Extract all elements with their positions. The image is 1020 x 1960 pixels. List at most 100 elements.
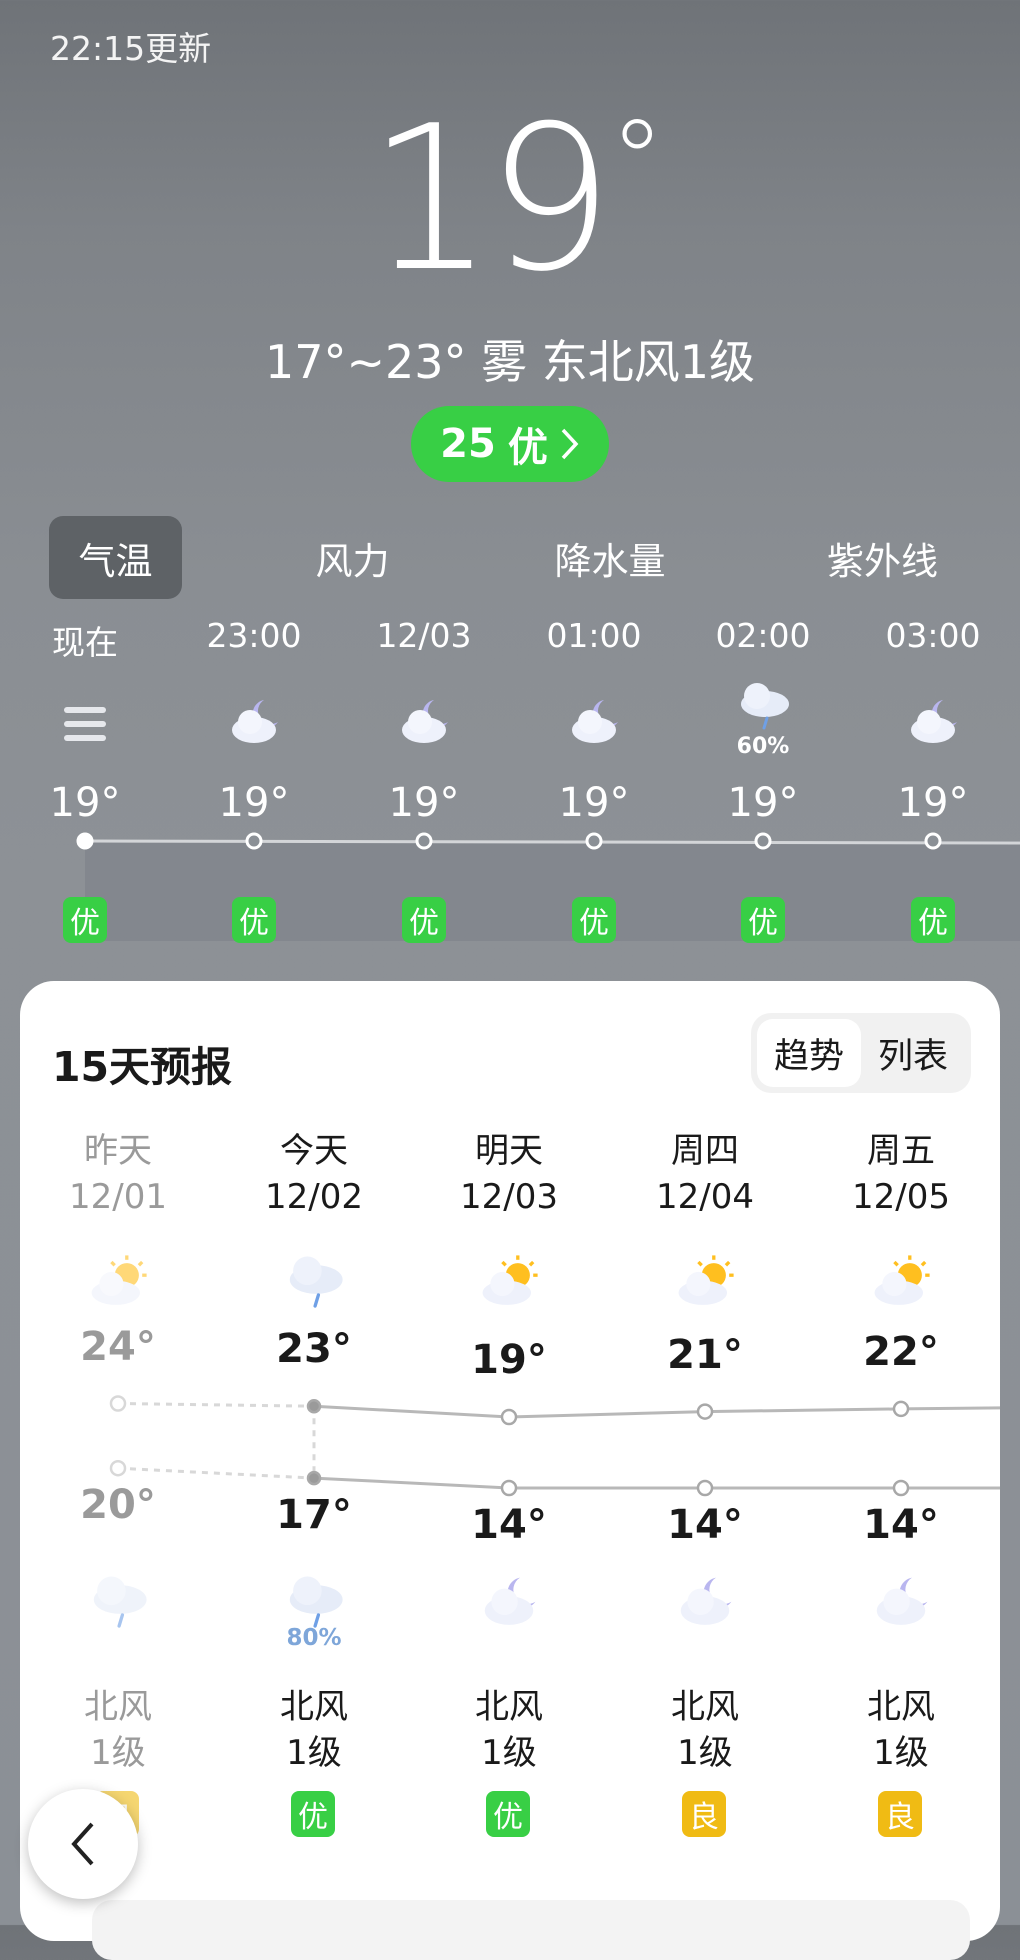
- hour-temp: 19°: [49, 780, 121, 826]
- day-name: 今天: [280, 1131, 348, 1171]
- day-low-temp: 20°: [80, 1482, 156, 1529]
- hour-temp-point: [245, 832, 263, 850]
- wind-direction: 北风: [475, 1687, 543, 1727]
- high-value: 24: [80, 1323, 136, 1370]
- hour-temp-point: [76, 832, 94, 850]
- low-temp-point: [109, 1459, 127, 1477]
- cloud-moon-icon: [232, 700, 278, 743]
- hour-label: 01:00: [546, 616, 642, 655]
- high-value: 19: [471, 1337, 527, 1383]
- wind-level: 1级: [677, 1733, 733, 1773]
- toggle-list[interactable]: 列表: [877, 1036, 948, 1077]
- cloud-moon-icon: [402, 700, 448, 743]
- day-high-temp: 19°: [471, 1337, 547, 1383]
- day-aqi-badge: 良: [878, 1791, 922, 1837]
- wind-level: 1级: [873, 1733, 929, 1773]
- tab-label: 气温: [78, 539, 153, 583]
- rain-cloud-icon: [93, 1576, 147, 1628]
- current-temperature: 19°: [0, 96, 1020, 330]
- high-temp-point: [696, 1403, 714, 1420]
- high-value: 23: [276, 1326, 332, 1373]
- chevron-right-icon: [561, 428, 579, 460]
- tab-temperature[interactable]: 气温: [49, 516, 182, 599]
- cloud-moon-icon: [876, 1577, 928, 1625]
- cloud-moon-icon: [484, 1577, 536, 1625]
- night-weather-icon: [476, 1571, 542, 1641]
- forecast-title: 15天预报: [52, 1043, 233, 1091]
- sun-cloud-icon: [874, 1255, 930, 1305]
- low-value: 14: [667, 1502, 723, 1548]
- high-temp-point: [892, 1400, 910, 1418]
- day-name: 昨天: [84, 1131, 152, 1171]
- day-weather-icon: [476, 1251, 542, 1321]
- day-date: 12/04: [656, 1177, 754, 1217]
- wind-level: 1级: [90, 1733, 146, 1773]
- low-temp-point: [892, 1479, 910, 1497]
- sun-cloud-icon: [678, 1255, 734, 1305]
- high-temp-line: [508, 1410, 706, 1419]
- high-temp-point: [306, 1398, 322, 1414]
- hour-icon: [224, 694, 284, 758]
- low-temp-point: [696, 1479, 714, 1497]
- day-high-temp: 23°: [276, 1326, 352, 1373]
- day-weather-icon: [672, 1251, 738, 1321]
- toggle-trend[interactable]: 趋势: [757, 1019, 861, 1087]
- hour-temp: 19°: [727, 780, 799, 826]
- day-weather-icon: [868, 1251, 934, 1321]
- day-name: 周五: [867, 1131, 935, 1171]
- rain-cloud-icon: [741, 683, 789, 730]
- hour-label: 02:00: [715, 616, 811, 655]
- hour-temp: 19°: [388, 780, 460, 826]
- hour-label: 现在: [52, 623, 118, 662]
- hour-aqi-badge: 优: [911, 897, 955, 943]
- hour-temp: 19°: [558, 780, 630, 826]
- wind-direction: 北风: [671, 1687, 739, 1727]
- hour-temp-point: [585, 832, 603, 850]
- aqi-level: 优: [507, 425, 548, 471]
- sun-cloud-icon: [91, 1255, 147, 1305]
- back-button[interactable]: [28, 1789, 138, 1899]
- next-section-card: [92, 1900, 970, 1960]
- cloud-moon-icon: [911, 700, 957, 743]
- rain-cloud-icon: [289, 1576, 343, 1628]
- high-value: 21: [667, 1331, 723, 1378]
- sun-cloud-icon: [482, 1255, 538, 1305]
- update-time: 22:15更新: [50, 29, 212, 68]
- high-temp-point: [109, 1395, 127, 1412]
- chevron-left-icon: [71, 1822, 94, 1866]
- high-value: 22: [863, 1328, 919, 1375]
- low-value: 20: [80, 1482, 136, 1529]
- tab-wind[interactable]: 风力: [290, 516, 415, 599]
- day-aqi-badge: 优: [486, 1791, 530, 1837]
- high-temp-line: [900, 1406, 1000, 1411]
- day-low-temp: 14°: [667, 1502, 743, 1548]
- hour-temp-point: [754, 832, 772, 850]
- night-weather-icon: [868, 1571, 934, 1641]
- day-date: 12/01: [69, 1177, 167, 1217]
- weather-summary: 17°~23° 雾 东北风1级: [264, 335, 756, 389]
- day-low-temp: 17°: [276, 1492, 352, 1539]
- hour-label: 03:00: [885, 616, 981, 655]
- hour-label: 23:00: [206, 616, 302, 655]
- hourly-area: [85, 841, 1020, 941]
- hour-icon: [564, 694, 624, 758]
- day-high-temp: 22°: [863, 1328, 939, 1375]
- tab-uv[interactable]: 紫外线: [800, 516, 965, 599]
- tab-precipitation[interactable]: 降水量: [530, 516, 690, 599]
- aqi-button[interactable]: 25 优: [411, 406, 609, 482]
- hour-temp: 19°: [897, 780, 969, 826]
- degree-symbol: °: [609, 96, 665, 224]
- day-name: 周四: [671, 1131, 739, 1171]
- day-date: 12/03: [460, 1177, 558, 1217]
- wind-level: 1级: [286, 1733, 342, 1773]
- fog-icon: [64, 707, 106, 741]
- cloud-moon-icon: [680, 1577, 732, 1625]
- low-temp-line: [117, 1466, 315, 1480]
- low-temp-line: [313, 1476, 510, 1490]
- wind-level: 1级: [481, 1733, 537, 1773]
- hour-aqi-badge: 优: [572, 897, 616, 943]
- high-temp-line: [117, 1402, 315, 1408]
- day-aqi-badge: 良: [682, 1791, 726, 1837]
- hour-temp: 19°: [218, 780, 290, 826]
- night-weather-icon: [281, 1571, 347, 1641]
